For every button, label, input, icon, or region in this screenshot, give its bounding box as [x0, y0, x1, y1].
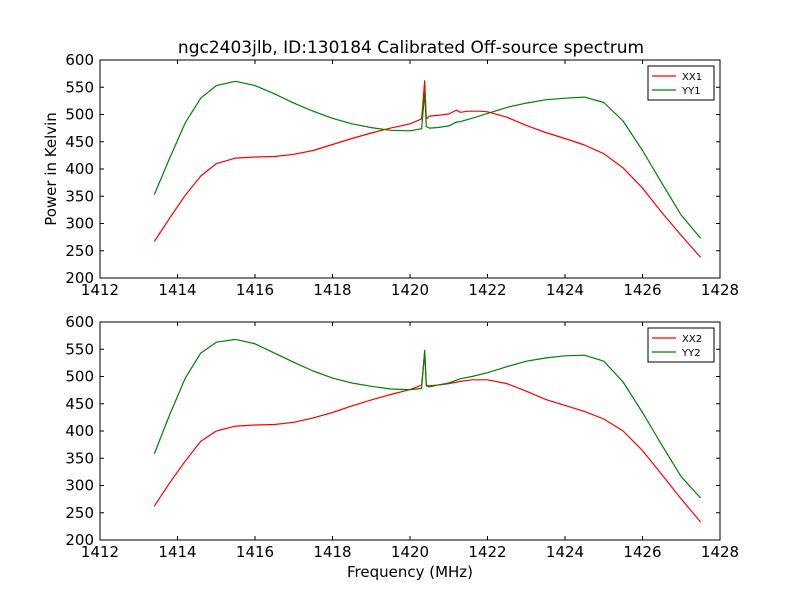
x-tick-label: 1426: [623, 543, 661, 561]
legend-label: XX2: [682, 334, 702, 345]
x-tick-label: 1424: [546, 281, 584, 299]
x-tick-label: 1416: [236, 543, 274, 561]
chart-title: ngc2403jlb, ID:130184 Calibrated Off-sou…: [178, 38, 644, 58]
x-tick-label: 1422: [468, 543, 506, 561]
series-line-xx1: [153, 80, 702, 258]
x-tick-label: 1412: [81, 543, 119, 561]
x-tick-label: 1418: [313, 281, 351, 299]
y-tick-label: 550: [65, 78, 94, 96]
x-tick-label: 1420: [391, 281, 429, 299]
legend-box: [647, 65, 715, 101]
x-tick-label: 1428: [701, 281, 739, 299]
y-tick-label: 400: [65, 422, 94, 440]
y-tick-label: 500: [65, 106, 94, 124]
y-tick-label: 300: [65, 215, 94, 233]
y-tick-label: 600: [65, 313, 94, 331]
y-tick-label: 350: [65, 449, 94, 467]
legend-label: XX1: [682, 72, 702, 83]
y-tick-label: 250: [65, 242, 94, 260]
x-tick-label: 1426: [623, 281, 661, 299]
x-axis-label: Frequency (MHz): [347, 563, 473, 581]
x-tick-label: 1428: [701, 543, 739, 561]
series-line-yy1: [153, 80, 702, 239]
y-tick-label: 500: [65, 368, 94, 386]
legend-label: YY2: [681, 348, 701, 359]
x-tick-label: 1420: [391, 543, 429, 561]
y-tick-label: 550: [65, 340, 94, 358]
y-axis-label: Power in Kelvin: [42, 112, 60, 226]
chart-panel-1: 1412 1414 1416 1418 1420 1422 1424 1426 1428 200 2…: [42, 51, 739, 299]
x-tick-label: 1418: [313, 543, 351, 561]
y-tick-label: 450: [65, 395, 94, 413]
x-tick-label: 1422: [468, 281, 506, 299]
x-tick-label: 1414: [158, 281, 196, 299]
y-tick-label: 300: [65, 477, 94, 495]
y-tick-label: 350: [65, 187, 94, 205]
x-tick-label: 1412: [81, 281, 119, 299]
x-tick-label: 1416: [236, 281, 274, 299]
y-tick-label: 200: [65, 531, 94, 549]
legend-label: YY1: [681, 86, 701, 97]
y-tick-label: 250: [65, 504, 94, 522]
series-line-yy2: [153, 338, 702, 499]
x-tick-label: 1414: [158, 543, 196, 561]
y-tick-label: 200: [65, 269, 94, 287]
y-tick-label: 600: [65, 51, 94, 69]
legend-box: [647, 327, 715, 363]
chart-panel-2: 1412 1414 1416 1418 1420 1422 1424 1426 1428 200 2…: [65, 313, 739, 581]
y-tick-label: 450: [65, 133, 94, 151]
y-tick-label: 400: [65, 160, 94, 178]
x-tick-label: 1424: [546, 543, 584, 561]
